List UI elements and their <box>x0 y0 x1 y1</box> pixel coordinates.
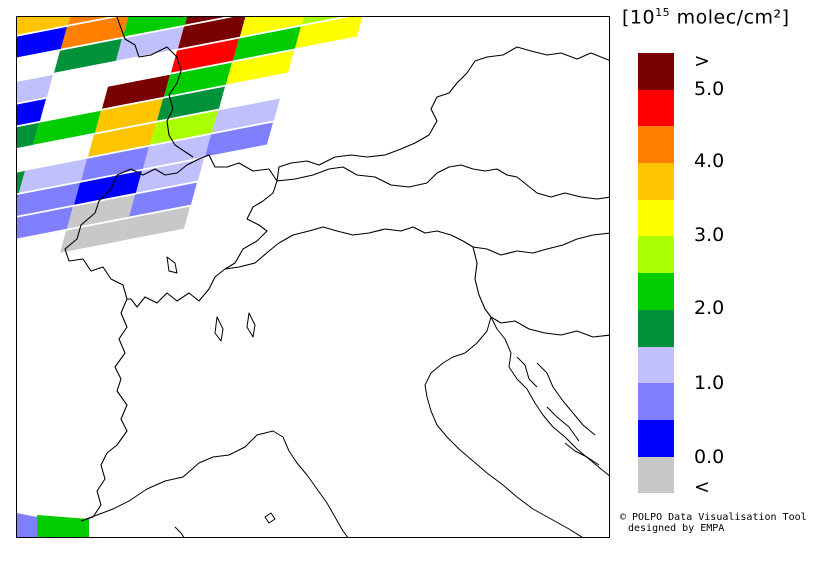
swath-pixel <box>150 110 218 145</box>
legend-swatch-gray <box>638 456 674 494</box>
swath-pixel <box>95 98 163 133</box>
credit-line-1: © POLPO Data Visualisation Tool <box>620 512 807 523</box>
swath-pixel <box>74 170 142 205</box>
swath-pixel <box>157 86 225 121</box>
swath-pixel <box>81 146 149 181</box>
unit-label: [1015 molec/cm²] <box>622 6 790 28</box>
swath-pixel <box>123 17 188 37</box>
color-legend: [1015 molec/cm²] >5.0 4.0 3.0 2.0 1.0 0.0 < © … <box>612 0 813 566</box>
legend-swatch-green <box>638 273 674 310</box>
legend-swatch-orange <box>638 126 674 164</box>
swath-pixel <box>17 122 39 148</box>
swath-pixel <box>17 182 80 216</box>
swath-pixel <box>67 194 135 229</box>
swath-pixel <box>143 134 211 169</box>
swath-pixel <box>233 26 301 61</box>
swath-pixel <box>302 17 341 25</box>
swath-pixel <box>136 158 204 193</box>
swath-pixel <box>17 170 25 194</box>
swath-pixel <box>17 513 37 537</box>
swath-pixel <box>212 98 280 133</box>
legend-label: 4.0 <box>694 150 725 172</box>
swath-pixel <box>60 218 128 253</box>
swath-pixel <box>295 17 363 49</box>
legend-color-bar <box>638 53 674 494</box>
legend-swatch-blue <box>638 419 674 457</box>
legend-swatch-amber <box>638 163 674 200</box>
credit-line-2: designed by EMPA <box>628 523 725 534</box>
legend-swatch-dark-red <box>638 53 674 90</box>
swath-pixel <box>205 122 273 157</box>
unit-exponent: 15 <box>655 6 671 19</box>
swath-pixel <box>122 206 190 241</box>
swath-pixel <box>61 17 129 49</box>
swath-pixel <box>226 50 294 85</box>
swath-pixel <box>185 17 225 25</box>
swath-pixel <box>17 74 53 103</box>
swath-pixel <box>129 182 197 217</box>
coastline <box>80 256 609 537</box>
legend-swatch-lime <box>638 236 674 274</box>
legend-label: > <box>694 50 710 72</box>
swath-pixel <box>19 158 87 193</box>
legend-swatch-red <box>638 89 674 127</box>
legend-swatch-yellow <box>638 199 674 237</box>
legend-label: 5.0 <box>694 78 725 100</box>
map-canvas <box>17 17 609 537</box>
unit-prefix: [10 <box>622 6 656 29</box>
legend-label: 1.0 <box>694 372 725 394</box>
unit-suffix: molec/cm²] <box>670 6 790 29</box>
legend-swatch-light-blue <box>638 383 674 420</box>
swath-pixel <box>17 98 46 126</box>
satellite-swath-north <box>17 17 363 253</box>
swath-pixel <box>171 38 239 73</box>
legend-label: 0.0 <box>694 446 725 468</box>
swath-pixel <box>88 122 156 157</box>
swath-pixel <box>102 74 170 109</box>
legend-swatch-dark-green <box>638 309 674 347</box>
legend-label: 2.0 <box>694 297 725 319</box>
swath-pixel <box>116 26 184 61</box>
swath-pixel <box>164 62 232 97</box>
swath-pixel <box>54 38 122 73</box>
legend-swatch-pale-blue <box>638 346 674 384</box>
legend-label: < <box>694 476 710 498</box>
swath-pixel <box>17 17 71 35</box>
swath-pixel <box>17 26 67 58</box>
swath-pixel <box>17 206 73 239</box>
country-borders <box>64 17 609 522</box>
legend-label: 3.0 <box>694 224 725 246</box>
swath-pixel <box>37 515 89 537</box>
satellite-swath-south <box>17 513 89 537</box>
swath-pixel <box>178 17 246 49</box>
swath-pixel <box>33 110 101 145</box>
swath-pixel <box>240 17 305 37</box>
map-panel <box>16 16 610 538</box>
